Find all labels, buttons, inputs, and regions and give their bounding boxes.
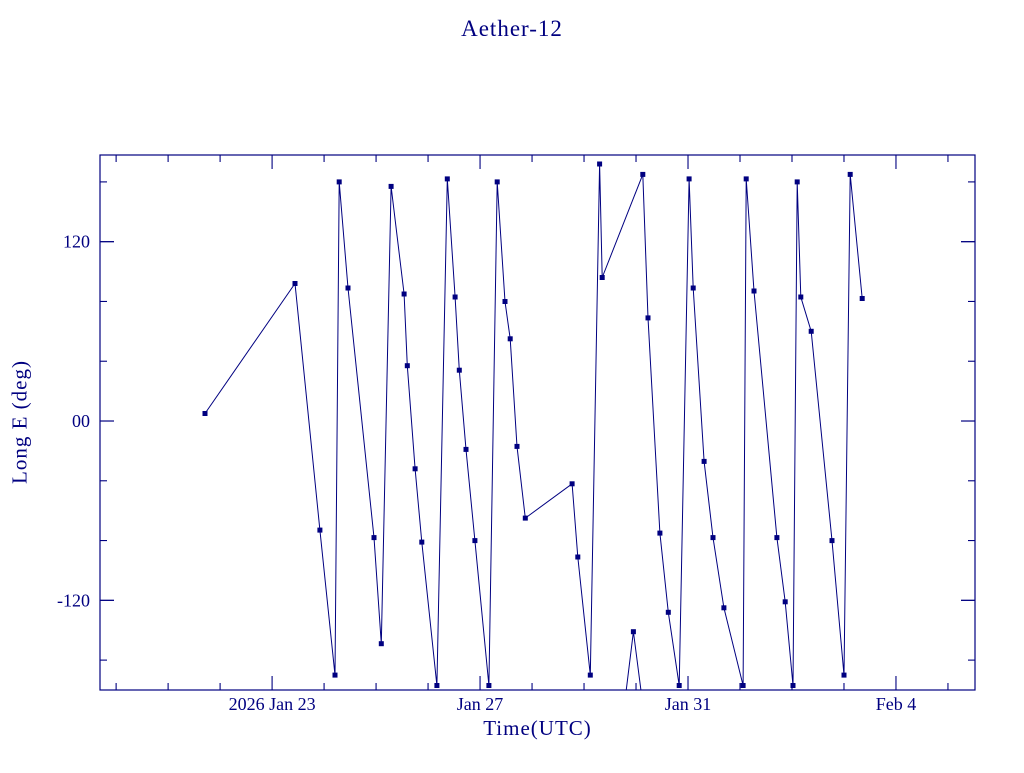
data-point-marker: [522, 515, 528, 521]
x-tick-label: Feb 4: [876, 694, 917, 714]
data-point-marker: [859, 296, 865, 301]
ground-track-line: [204, 163, 863, 686]
data-point-marker: [640, 171, 646, 177]
data-point-marker: [587, 672, 593, 678]
data-point-marker: [630, 629, 636, 635]
data-point-marker: [657, 530, 663, 536]
data-point-marker: [332, 672, 338, 678]
data-point-marker: [690, 285, 696, 291]
data-point-marker: [378, 641, 384, 647]
data-point-marker: [444, 176, 450, 182]
data-point-marker: [336, 179, 342, 185]
data-point-marker: [452, 294, 458, 300]
data-point-marker: [507, 336, 513, 342]
data-point-marker: [463, 446, 469, 452]
data-point-marker: [575, 554, 581, 560]
y-tick-label: 120: [63, 232, 90, 252]
data-point-marker: [569, 481, 575, 487]
data-point-marker: [486, 683, 492, 688]
data-point-marker: [841, 672, 847, 678]
chart-title: Aether-12: [461, 16, 563, 41]
data-point-marker: [371, 535, 377, 541]
x-tick-label: Jan 31: [665, 694, 712, 714]
data-point-marker: [676, 683, 682, 688]
data-point-marker: [743, 176, 749, 182]
data-point-marker: [597, 161, 603, 167]
data-point-marker: [621, 710, 626, 715]
data-point-marker: [721, 605, 727, 611]
y-tick-label: 00: [72, 411, 90, 431]
data-point-marker: [798, 294, 804, 300]
data-point-marker: [774, 535, 780, 541]
data-point-marker: [599, 275, 605, 280]
data-point-marker: [419, 539, 425, 545]
plot-frame: [99, 154, 976, 691]
data-point-marker: [412, 466, 418, 472]
data-point-marker: [710, 535, 716, 541]
data-point-marker: [388, 183, 394, 189]
data-point-marker: [456, 367, 462, 373]
data-point-marker: [404, 363, 410, 369]
data-point-marker: [514, 443, 520, 449]
data-point-marker: [345, 285, 351, 291]
data-point-marker: [808, 328, 814, 334]
tick-labels: 2026 Jan 23 Jan 27 Jan 31 Feb 4 120 00 -120: [57, 232, 916, 714]
data-point-marker: [686, 176, 692, 182]
data-series: [202, 161, 865, 715]
data-point-marker: [782, 599, 788, 605]
x-tick-label: Jan 27: [457, 694, 504, 714]
data-point-marker: [847, 171, 853, 177]
data-point-marker: [829, 538, 835, 544]
data-point-marker: [202, 411, 208, 416]
data-point-marker: [641, 710, 646, 715]
axis-ticks: [100, 155, 975, 690]
data-point-marker: [494, 179, 500, 185]
y-tick-label: -120: [57, 590, 90, 610]
data-point-marker: [751, 288, 757, 294]
data-point-marker: [472, 538, 478, 544]
data-point-marker: [790, 683, 796, 688]
data-point-marker: [317, 527, 323, 533]
data-point-marker: [701, 458, 707, 464]
ground-track-line: [625, 631, 642, 690]
data-point-marker: [401, 291, 407, 297]
data-point-marker: [502, 299, 508, 304]
data-point-marker: [665, 609, 671, 615]
data-point-marker: [645, 315, 651, 321]
data-point-marker: [794, 179, 800, 185]
data-point-marker: [292, 281, 298, 286]
data-point-marker: [740, 683, 746, 688]
data-point-marker: [434, 683, 440, 688]
x-tick-label: 2026 Jan 23: [229, 694, 316, 714]
x-axis-label: Time(UTC): [483, 716, 592, 740]
